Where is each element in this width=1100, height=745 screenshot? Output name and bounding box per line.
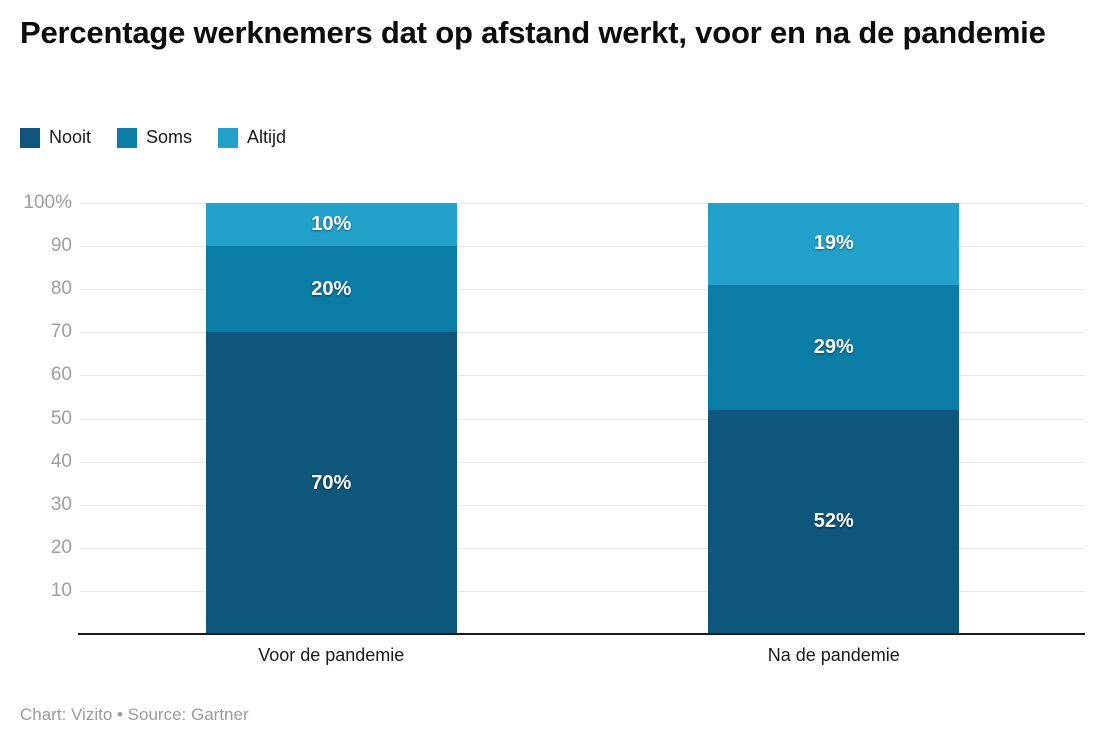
bar-segment-altijd: 19% (708, 203, 960, 285)
y-axis-tick-label: 80 (50, 278, 72, 300)
legend-label: Soms (146, 127, 193, 147)
bar-segment-soms: 20% (205, 246, 457, 333)
x-axis-category-label: Voor de pandemie (258, 645, 405, 665)
gridline (80, 203, 1085, 204)
bar-segment-nooit: 52% (708, 409, 960, 634)
gridline (80, 375, 1085, 377)
x-axis-line (78, 633, 1085, 635)
bar-segment-nooit: 70% (205, 332, 457, 634)
chart-title: Percentage werknemers dat op afstand wer… (20, 15, 1046, 50)
y-axis-tick-label: 20 (50, 536, 72, 558)
gridline (80, 461, 1085, 463)
legend-swatch (218, 127, 239, 148)
bar-segment-altijd: 10% (205, 203, 457, 247)
y-axis-tick-label: 30 (50, 493, 72, 515)
segment-value-label: 19% (813, 232, 854, 255)
segment-value-label: 70% (311, 471, 352, 494)
legend-label: Altijd (247, 127, 287, 147)
y-axis-tick-label: 90 (50, 235, 72, 257)
legend-swatch (117, 127, 138, 148)
y-axis-tick-label: 40 (50, 450, 72, 472)
legend-label: Nooit (49, 127, 92, 147)
legend-item-altijd: Altijd (218, 127, 286, 148)
x-axis-category-label: Na de pandemie (767, 645, 900, 665)
legend-item-nooit: Nooit (20, 127, 91, 148)
gridline (80, 246, 1085, 248)
gridline (80, 418, 1085, 420)
segment-value-label: 29% (813, 335, 854, 358)
gridline (80, 504, 1085, 506)
segment-value-label: 52% (813, 510, 854, 533)
gridline (80, 547, 1085, 549)
y-axis-tick-label: 60 (50, 364, 72, 386)
y-axis-tick-label: 100% (23, 192, 72, 213)
y-axis-tick-label: 10 (50, 579, 72, 601)
gridline (80, 332, 1085, 334)
bar-stack-na-de-pandemie: 19% 29% 52% (708, 203, 960, 634)
segment-value-label: 20% (311, 277, 352, 300)
legend: Nooit Soms Altijd (20, 127, 286, 148)
y-axis-tick-label: 50 (50, 407, 72, 429)
bar-stack-voor-de-pandemie: 10% 20% 70% (205, 203, 457, 634)
legend-swatch (20, 127, 40, 148)
gridline (80, 590, 1085, 592)
segment-value-label: 10% (311, 213, 352, 236)
y-axis-tick-label: 70 (50, 321, 72, 343)
chart-attribution: Chart: Vizito • Source: Gartner (20, 705, 249, 724)
gridline (80, 289, 1085, 291)
bar-segment-soms: 29% (708, 284, 960, 410)
legend-item-soms: Soms (117, 127, 192, 148)
